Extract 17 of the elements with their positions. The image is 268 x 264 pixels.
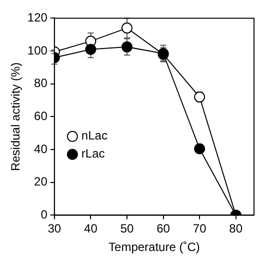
x-tick-label: 80 <box>229 222 243 236</box>
y-tick-label: 60 <box>34 109 48 124</box>
x-tick-label: 50 <box>120 222 134 236</box>
x-tick-label: 70 <box>192 222 207 236</box>
y-tick-label: 80 <box>34 76 48 90</box>
x-axis-title: Temperature (˚C) <box>108 240 200 254</box>
y-tick-label: 20 <box>34 174 48 189</box>
y-tick-label: 40 <box>34 142 48 156</box>
x-tick-label: 40 <box>84 222 98 236</box>
y-axis-title: Residual activity (%) <box>8 62 23 172</box>
y-tick-label: 0 <box>40 208 48 222</box>
x-tick-label: 30 <box>48 222 62 236</box>
y-tick-label: 100 <box>27 43 48 58</box>
x-tick-label: 60 <box>156 222 170 236</box>
legend-label: rLac <box>81 146 105 161</box>
legend-label: nLac <box>81 128 108 143</box>
y-tick-label: 120 <box>27 10 48 25</box>
